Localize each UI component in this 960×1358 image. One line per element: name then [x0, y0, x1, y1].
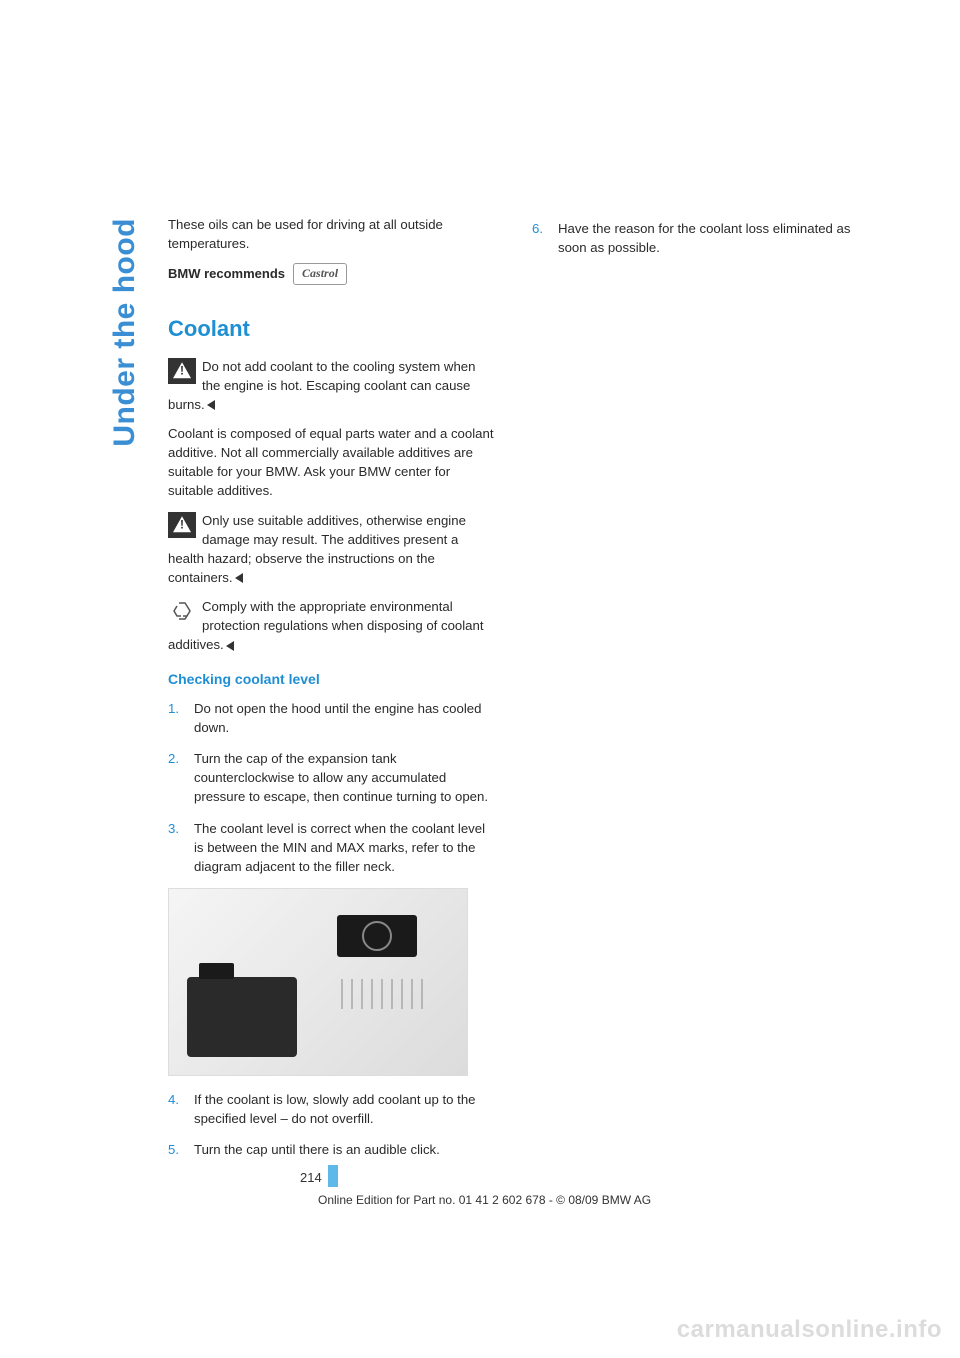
- page-footer: 214 Online Edition for Part no. 01 41 2 …: [168, 1165, 860, 1207]
- page-marker-icon: [328, 1165, 338, 1187]
- intro-text: These oils can be used for driving at al…: [168, 215, 496, 253]
- right-column: Have the reason for the coolant loss eli…: [532, 215, 860, 1171]
- warning-block-2: Only use suitable additives, otherwise e…: [168, 511, 496, 588]
- step-item: Turn the cap until there is an audible c…: [168, 1140, 496, 1159]
- step-item: If the coolant is low, slowly add coolan…: [168, 1090, 496, 1128]
- step-item: Turn the cap of the expansion tank count…: [168, 749, 496, 806]
- recommends-label: BMW recommends: [168, 265, 285, 284]
- steps-list-1: Do not open the hood until the engine ha…: [168, 699, 496, 876]
- step-item: Do not open the hood until the engine ha…: [168, 699, 496, 737]
- steps-list-3: Have the reason for the coolant loss eli…: [532, 219, 860, 257]
- recommends-line: BMW recommends Castrol: [168, 263, 496, 284]
- castrol-badge-icon: Castrol: [293, 263, 347, 284]
- copyright-text: Online Edition for Part no. 01 41 2 602 …: [318, 1193, 860, 1207]
- end-marker-icon: [235, 573, 243, 583]
- left-column: These oils can be used for driving at al…: [168, 215, 496, 1171]
- warning-block-1: Do not add coolant to the cooling system…: [168, 357, 496, 414]
- recycle-text: Comply with the appropriate environmenta…: [168, 599, 484, 652]
- warning-icon: [168, 512, 196, 538]
- page-number: 214: [300, 1170, 328, 1187]
- warning-2-text: Only use suitable additives, otherwise e…: [168, 513, 466, 585]
- end-marker-icon: [226, 641, 234, 651]
- step-item: Have the reason for the coolant loss eli…: [532, 219, 860, 257]
- recycle-block: Comply with the appropriate environmenta…: [168, 597, 496, 654]
- step-item: The coolant level is correct when the co…: [168, 819, 496, 876]
- warning-icon: [168, 358, 196, 384]
- steps-list-2: If the coolant is low, slowly add coolan…: [168, 1090, 496, 1159]
- coolant-heading: Coolant: [168, 313, 496, 345]
- checking-level-heading: Checking coolant level: [168, 669, 496, 689]
- watermark-text: carmanualsonline.info: [677, 1316, 942, 1344]
- coolant-diagram: [168, 888, 468, 1076]
- end-marker-icon: [207, 400, 215, 410]
- recycle-icon: [168, 598, 196, 624]
- coolant-description: Coolant is composed of equal parts water…: [168, 424, 496, 501]
- page-body: These oils can be used for driving at al…: [100, 215, 860, 1171]
